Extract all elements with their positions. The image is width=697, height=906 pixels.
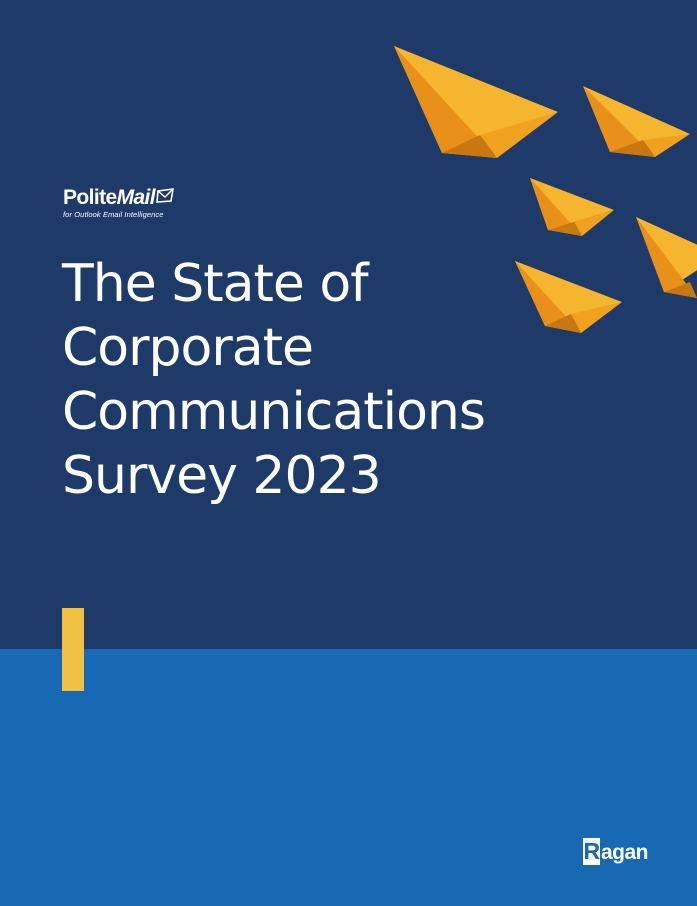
ragan-logo-text: agan (601, 841, 649, 864)
document-title: The State of Corporate Communications Su… (62, 252, 486, 508)
paper-plane-icon (636, 217, 697, 298)
paper-plane-icon (530, 178, 614, 236)
envelope-flag-icon (156, 186, 176, 210)
title-line-2: Corporate (62, 318, 314, 378)
logo-wordmark: PoliteMail (63, 186, 176, 210)
paper-planes-group (394, 46, 697, 333)
title-line-4: Survey 2023 (62, 446, 382, 506)
paper-plane-icon (394, 46, 558, 158)
cover-bottom-panel (0, 649, 697, 906)
logo-name-polite: Polite (63, 186, 117, 209)
paper-plane-icon (583, 86, 690, 157)
ragan-logo-initial: R (583, 838, 600, 865)
logo-tagline: for Outlook Email Intelligence (63, 210, 164, 219)
logo-name-mail: Mail (116, 186, 156, 209)
ragan-logo: Ragan (583, 837, 649, 865)
politemail-logo: PoliteMail for Outlook Email Intelligenc… (63, 186, 176, 219)
title-line-1: The State of (62, 254, 369, 314)
paper-plane-icon (515, 261, 622, 333)
accent-bar (62, 608, 84, 691)
title-line-3: Communications (62, 382, 486, 442)
